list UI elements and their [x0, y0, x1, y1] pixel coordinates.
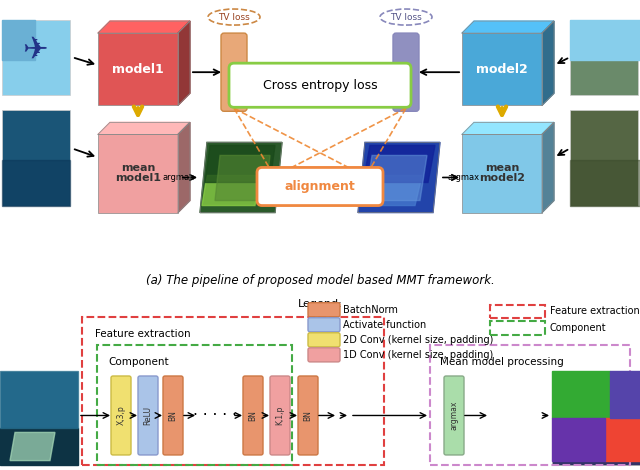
- Polygon shape: [542, 122, 554, 212]
- Text: BN: BN: [168, 410, 177, 421]
- Text: Activate function: Activate function: [343, 320, 426, 330]
- Text: · · · · ·: · · · · ·: [193, 408, 237, 423]
- Polygon shape: [358, 142, 440, 212]
- Text: ✈: ✈: [22, 36, 48, 65]
- Text: mean: mean: [121, 164, 155, 173]
- Polygon shape: [98, 122, 190, 134]
- FancyBboxPatch shape: [462, 33, 542, 105]
- FancyBboxPatch shape: [111, 376, 131, 455]
- Polygon shape: [360, 175, 422, 205]
- Text: TV loss: TV loss: [218, 13, 250, 22]
- FancyBboxPatch shape: [98, 33, 178, 105]
- Text: alignment: alignment: [285, 180, 355, 193]
- Text: X,3,p: X,3,p: [116, 406, 125, 425]
- Text: argmax: argmax: [447, 173, 479, 182]
- Text: Component: Component: [550, 323, 607, 333]
- Polygon shape: [2, 160, 70, 205]
- Polygon shape: [0, 371, 78, 428]
- Text: BN: BN: [303, 410, 312, 421]
- FancyBboxPatch shape: [2, 110, 70, 205]
- FancyBboxPatch shape: [243, 376, 263, 455]
- Text: Feature extraction: Feature extraction: [95, 329, 191, 339]
- Polygon shape: [610, 371, 640, 418]
- Polygon shape: [205, 145, 275, 182]
- Text: mean: mean: [485, 164, 519, 173]
- Polygon shape: [552, 371, 610, 418]
- Text: (a) The pipeline of proposed model based MMT framework.: (a) The pipeline of proposed model based…: [146, 274, 494, 287]
- Text: Mean model processing: Mean model processing: [440, 357, 564, 367]
- FancyBboxPatch shape: [462, 134, 542, 212]
- Polygon shape: [215, 156, 270, 201]
- Polygon shape: [363, 145, 435, 182]
- Polygon shape: [178, 21, 190, 105]
- Text: model1: model1: [115, 173, 161, 183]
- Polygon shape: [462, 122, 554, 134]
- Text: model2: model2: [479, 173, 525, 183]
- Polygon shape: [570, 20, 640, 60]
- FancyBboxPatch shape: [570, 110, 638, 205]
- Text: Cross entropy loss: Cross entropy loss: [262, 79, 378, 92]
- FancyBboxPatch shape: [298, 376, 318, 455]
- Polygon shape: [10, 432, 55, 461]
- Text: BatchNorm: BatchNorm: [343, 305, 398, 315]
- Polygon shape: [202, 175, 260, 205]
- Text: 2D Conv (kernel size, padding): 2D Conv (kernel size, padding): [343, 335, 493, 345]
- FancyBboxPatch shape: [444, 376, 464, 455]
- Text: TV loss: TV loss: [390, 13, 422, 22]
- Text: Legend:: Legend:: [298, 299, 343, 309]
- FancyBboxPatch shape: [98, 134, 178, 212]
- FancyBboxPatch shape: [163, 376, 183, 455]
- Text: Feature extraction: Feature extraction: [550, 306, 640, 316]
- FancyBboxPatch shape: [138, 376, 158, 455]
- Text: 1D Conv (kernel size, padding): 1D Conv (kernel size, padding): [343, 350, 493, 360]
- Text: Component: Component: [108, 357, 168, 367]
- Text: model2: model2: [476, 63, 528, 76]
- Polygon shape: [365, 156, 427, 201]
- Text: argmax: argmax: [163, 173, 195, 182]
- Polygon shape: [200, 142, 282, 212]
- FancyBboxPatch shape: [221, 33, 247, 111]
- FancyBboxPatch shape: [270, 376, 290, 455]
- Polygon shape: [0, 428, 78, 465]
- FancyBboxPatch shape: [308, 303, 340, 317]
- Polygon shape: [542, 21, 554, 105]
- Text: model1: model1: [112, 63, 164, 76]
- FancyBboxPatch shape: [552, 371, 640, 465]
- FancyBboxPatch shape: [257, 167, 383, 205]
- FancyBboxPatch shape: [308, 318, 340, 332]
- Polygon shape: [552, 418, 605, 461]
- Polygon shape: [178, 122, 190, 212]
- FancyBboxPatch shape: [2, 20, 70, 95]
- FancyBboxPatch shape: [570, 20, 638, 95]
- Text: argmax: argmax: [449, 401, 458, 430]
- FancyBboxPatch shape: [308, 348, 340, 362]
- FancyBboxPatch shape: [229, 63, 411, 107]
- Text: ReLU: ReLU: [143, 406, 152, 425]
- Polygon shape: [98, 21, 190, 33]
- Text: BN: BN: [248, 410, 257, 421]
- FancyBboxPatch shape: [0, 371, 78, 465]
- Polygon shape: [570, 160, 640, 205]
- FancyBboxPatch shape: [393, 33, 419, 111]
- FancyBboxPatch shape: [308, 333, 340, 347]
- Polygon shape: [2, 20, 35, 60]
- Text: K,1,p: K,1,p: [275, 406, 285, 425]
- Polygon shape: [605, 418, 640, 461]
- Polygon shape: [462, 21, 554, 33]
